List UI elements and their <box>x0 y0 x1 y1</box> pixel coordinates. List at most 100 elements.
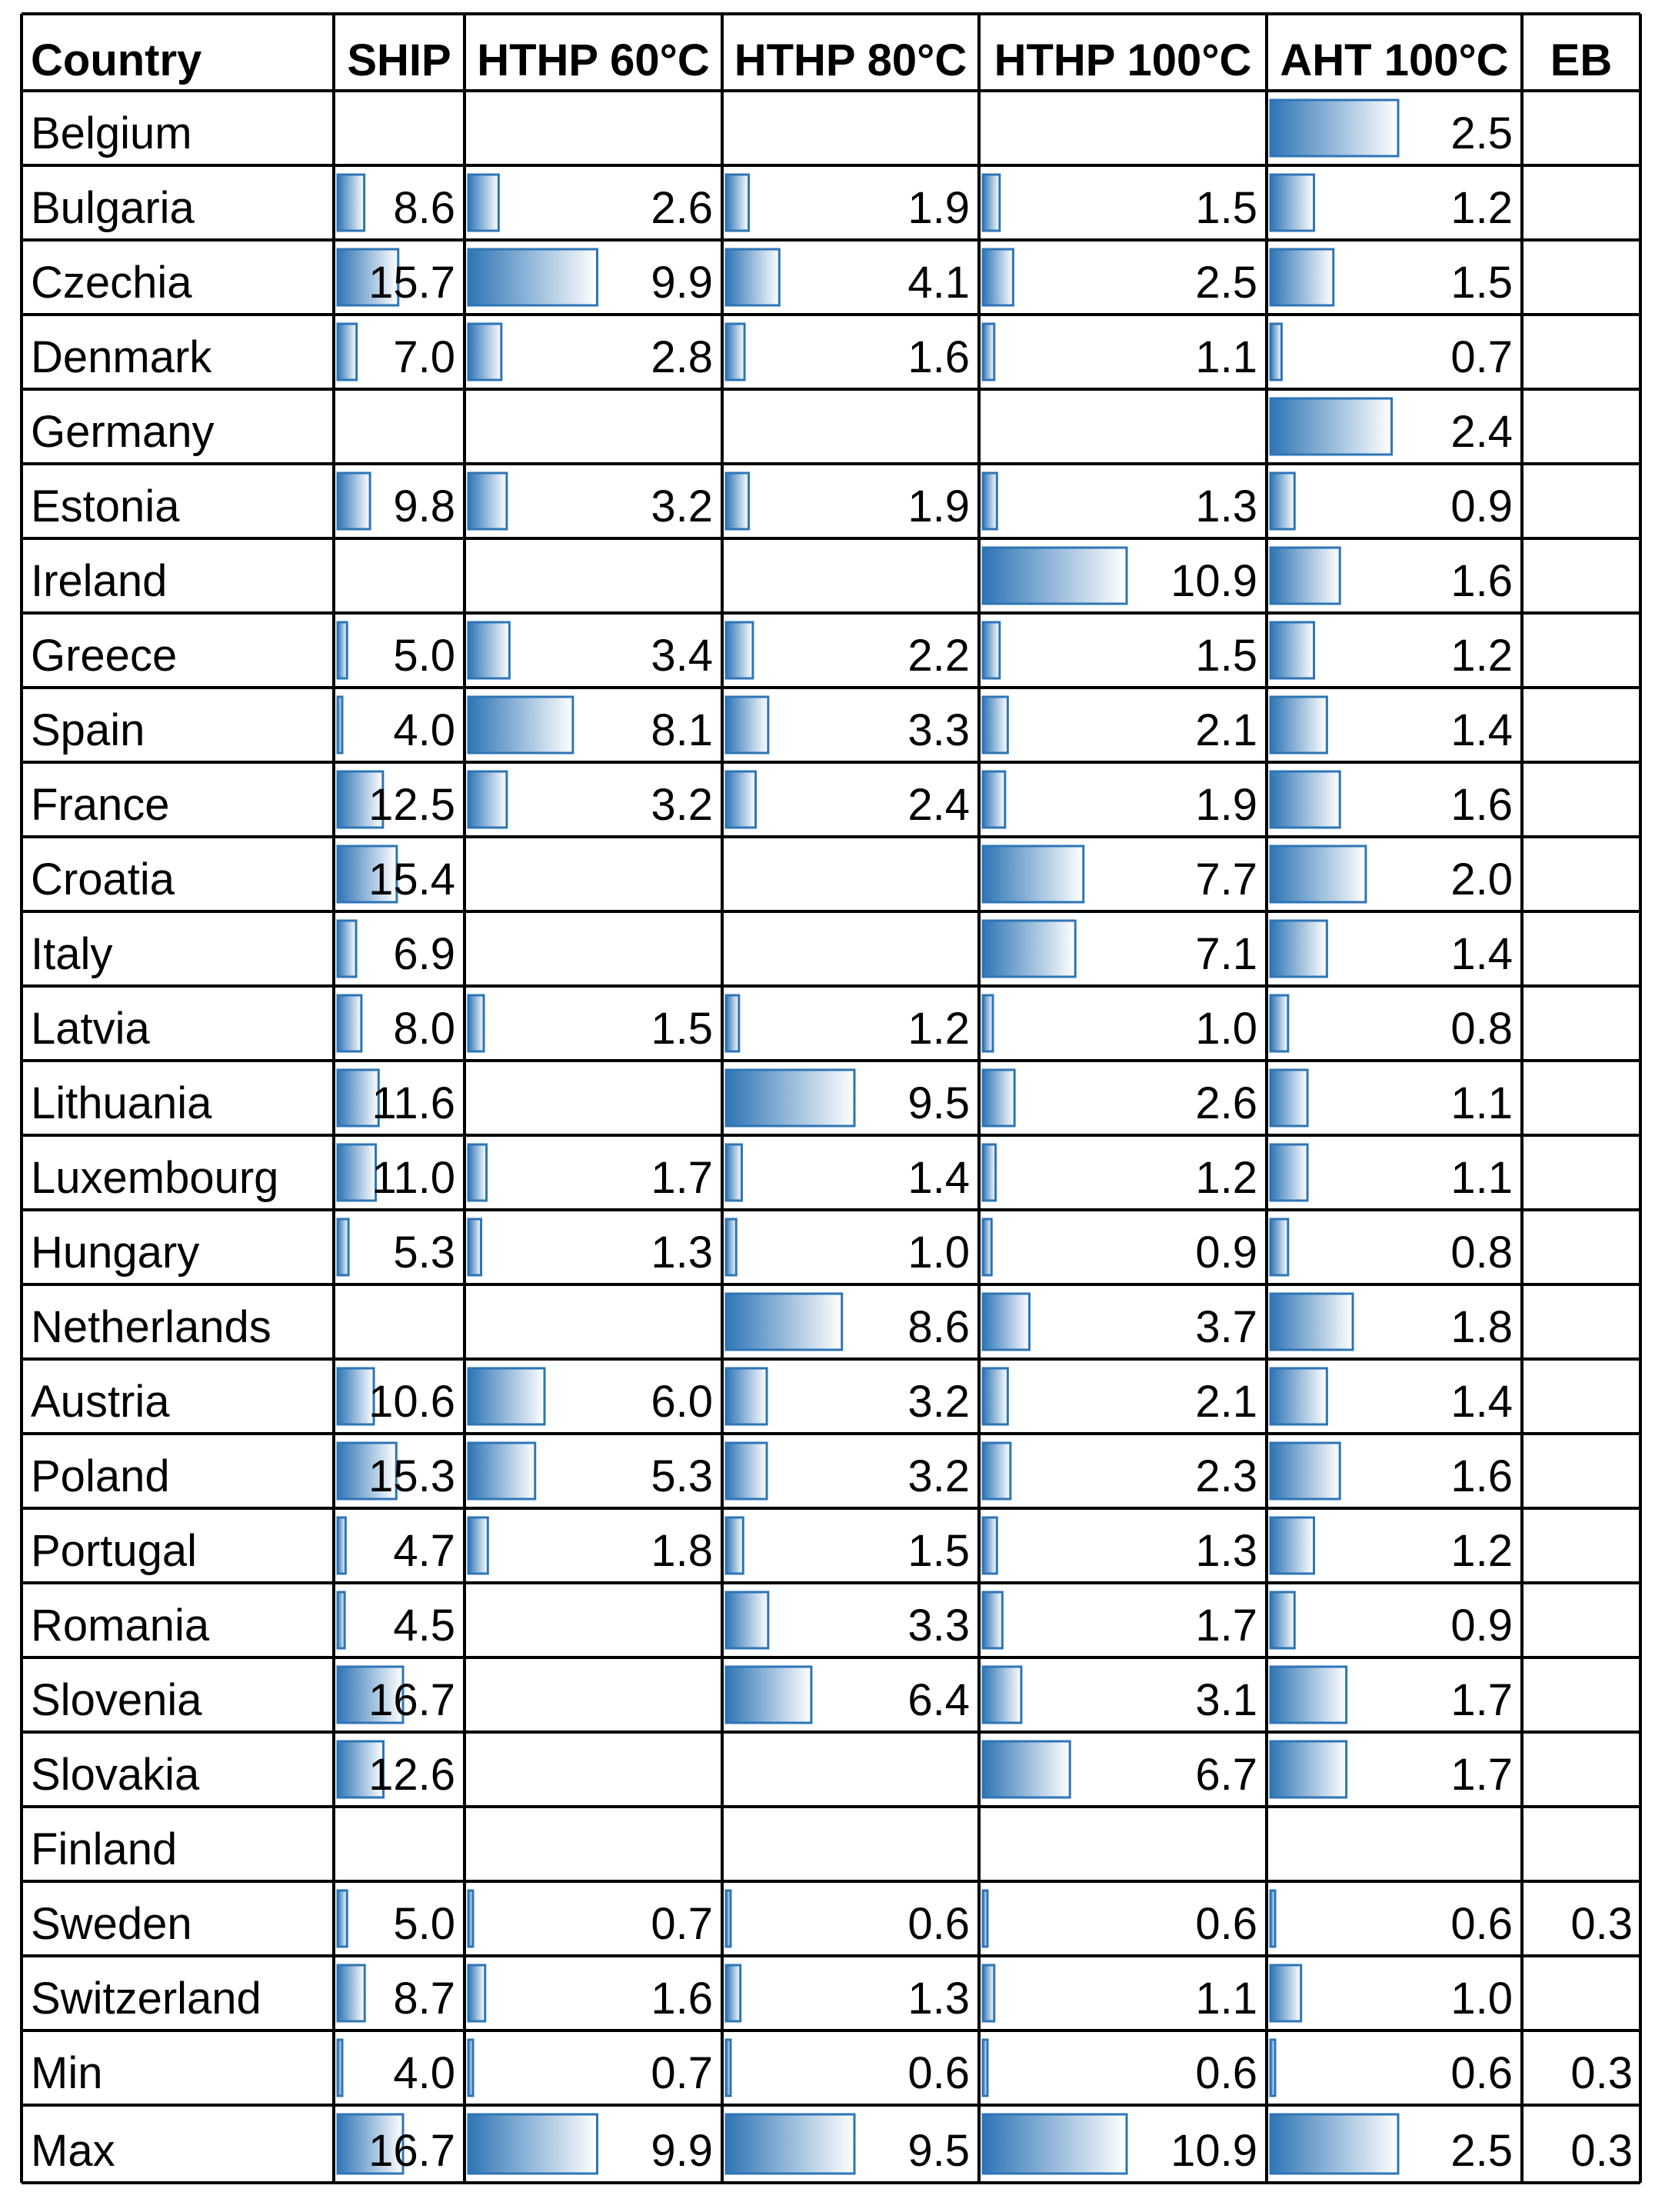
cell-value-luxembourg-hthp-100-c: 1.2 <box>1195 1153 1257 1203</box>
cell-value-spain-hthp-60-c: 8.1 <box>651 705 713 755</box>
cell-value-greece-hthp-100-c: 1.5 <box>1195 631 1257 681</box>
data-bar <box>981 1068 1016 1128</box>
cell-value-bulgaria-aht-100-c: 1.2 <box>1450 183 1513 233</box>
data-bar <box>336 2113 405 2175</box>
cell-value-latvia-hthp-100-c: 1.0 <box>1195 1004 1257 1054</box>
data-bar <box>467 1143 488 1202</box>
data-bar <box>1269 1889 1277 1948</box>
cell-value-latvia-ship: 8.0 <box>393 1004 455 1054</box>
data-bar <box>336 471 371 531</box>
cell-value-spain-hthp-80-c: 3.3 <box>907 705 970 755</box>
cell-value-min-hthp-80-c: 0.6 <box>907 2048 970 2098</box>
cell-value-slovakia-aht-100-c: 1.7 <box>1450 1750 1513 1800</box>
data-bar <box>981 1964 996 2023</box>
row-label-romania: Romania <box>31 1601 210 1651</box>
data-bar <box>724 1143 743 1202</box>
cell-value-switzerland-hthp-60-c: 1.6 <box>651 1974 713 2024</box>
row-label-finland: Finland <box>31 1824 177 1874</box>
cell-value-croatia-ship: 15.4 <box>368 854 455 904</box>
data-bar <box>467 2038 475 2097</box>
cell-values: Country SHIP HTHP 60°C HTHP 80°C HTHP 100°C A… <box>31 35 1633 2176</box>
data-bar <box>467 248 598 307</box>
data-bar <box>1269 173 1316 232</box>
data-bar <box>981 2038 989 2097</box>
cell-value-min-hthp-100-c: 0.6 <box>1195 2048 1257 2098</box>
row-label-sweden: Sweden <box>31 1899 192 1949</box>
cell-value-estonia-hthp-60-c: 3.2 <box>651 481 713 531</box>
data-bar <box>1269 98 1400 158</box>
cell-value-portugal-aht-100-c: 1.2 <box>1450 1526 1513 1576</box>
cell-value-max-ship: 16.7 <box>368 2126 455 2176</box>
cell-value-france-ship: 12.5 <box>368 780 455 830</box>
cell-value-slovakia-hthp-100-c: 6.7 <box>1195 1750 1257 1800</box>
data-bar <box>467 695 574 755</box>
data-bar <box>336 621 348 680</box>
cell-value-min-ship: 4.0 <box>393 2048 455 2098</box>
column-header-ship: SHIP <box>347 35 451 85</box>
row-label-estonia: Estonia <box>31 481 180 531</box>
cell-value-greece-hthp-60-c: 3.4 <box>651 631 713 681</box>
cell-value-france-hthp-60-c: 3.2 <box>651 780 713 830</box>
data-bar <box>467 1218 483 1277</box>
data-bar <box>467 1367 546 1426</box>
cell-value-slovenia-ship: 16.7 <box>368 1675 455 1725</box>
cell-value-ireland-hthp-100-c: 10.9 <box>1170 556 1257 606</box>
row-label-italy: Italy <box>31 929 112 979</box>
data-bar <box>724 173 751 232</box>
cell-value-switzerland-hthp-100-c: 1.1 <box>1195 1974 1257 2024</box>
cell-value-sweden-hthp-100-c: 0.6 <box>1195 1899 1257 1949</box>
cell-value-netherlands-hthp-100-c: 3.7 <box>1195 1302 1257 1352</box>
data-bar <box>1269 919 1328 978</box>
data-bar <box>981 844 1085 904</box>
data-bar <box>724 770 758 829</box>
data-bar <box>724 1591 770 1650</box>
cell-value-slovakia-ship: 12.6 <box>368 1750 455 1800</box>
cell-value-denmark-hthp-100-c: 1.1 <box>1195 332 1257 382</box>
row-label-max: Max <box>31 2126 115 2176</box>
cell-value-max-eb: 0.3 <box>1570 2126 1633 2176</box>
cell-value-portugal-hthp-60-c: 1.8 <box>651 1526 713 1576</box>
data-bar <box>981 1591 1004 1650</box>
cell-value-denmark-aht-100-c: 0.7 <box>1450 332 1513 382</box>
cell-value-austria-ship: 10.6 <box>368 1377 455 1427</box>
cell-value-max-aht-100-c: 2.5 <box>1450 2126 1513 2176</box>
column-header-hthp-80-c: HTHP 80°C <box>734 35 967 85</box>
data-bar <box>467 471 508 531</box>
cell-value-hungary-hthp-80-c: 1.0 <box>907 1228 970 1278</box>
cell-value-italy-hthp-100-c: 7.1 <box>1195 929 1257 979</box>
data-bar <box>1269 1143 1309 1202</box>
data-bar <box>336 1441 398 1501</box>
cell-value-italy-ship: 6.9 <box>393 929 455 979</box>
data-bar <box>981 1516 998 1575</box>
data-bar <box>1269 621 1316 680</box>
cell-value-france-aht-100-c: 1.6 <box>1450 780 1513 830</box>
cell-value-czechia-hthp-100-c: 2.5 <box>1195 258 1257 308</box>
cell-value-min-hthp-60-c: 0.7 <box>651 2048 713 2098</box>
data-bars <box>336 98 1400 2175</box>
cell-value-portugal-hthp-80-c: 1.5 <box>907 1526 970 1576</box>
data-bar <box>724 322 746 381</box>
row-label-greece: Greece <box>31 631 177 681</box>
row-label-spain: Spain <box>31 705 145 755</box>
cell-value-greece-aht-100-c: 1.2 <box>1450 631 1513 681</box>
data-bar <box>724 1068 856 1128</box>
data-bar <box>981 1889 989 1948</box>
data-bar <box>336 994 363 1053</box>
column-header-hthp-100-c: HTHP 100°C <box>994 35 1252 85</box>
cell-value-lithuania-hthp-100-c: 2.6 <box>1195 1078 1257 1128</box>
data-bar <box>467 621 511 680</box>
cell-value-luxembourg-aht-100-c: 1.1 <box>1450 1153 1513 1203</box>
row-label-latvia: Latvia <box>31 1004 151 1054</box>
cell-value-portugal-hthp-100-c: 1.3 <box>1195 1526 1257 1576</box>
cell-value-lithuania-ship: 11.6 <box>371 1078 455 1128</box>
cell-value-sweden-ship: 5.0 <box>393 1899 455 1949</box>
cell-value-estonia-ship: 9.8 <box>393 481 455 531</box>
data-bar <box>724 1292 844 1351</box>
row-label-lithuania: Lithuania <box>31 1078 212 1128</box>
data-bar <box>1269 770 1341 829</box>
data-bar <box>1269 471 1296 531</box>
data-bar <box>336 919 358 978</box>
cell-value-spain-hthp-100-c: 2.1 <box>1195 705 1257 755</box>
row-label-france: France <box>31 780 170 830</box>
data-bar <box>336 1665 405 1724</box>
